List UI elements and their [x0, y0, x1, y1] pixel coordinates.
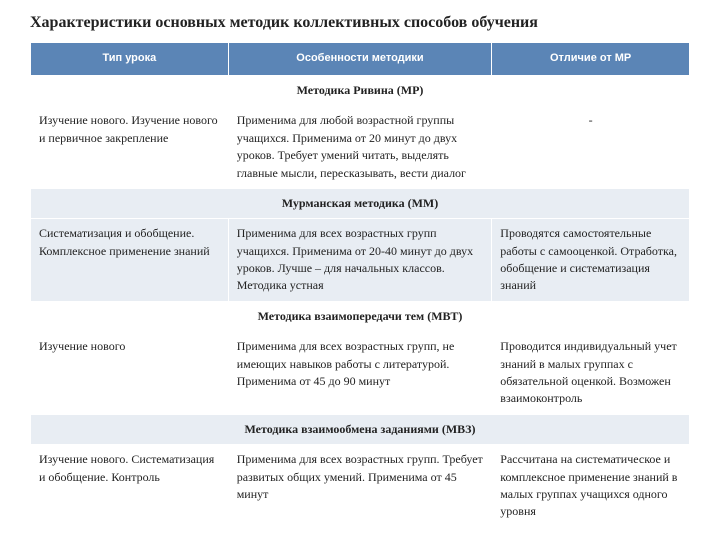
- table-row: Изучение новогоПрименима для всех возрас…: [31, 332, 690, 415]
- methods-table: Тип урока Особенности методики Отличие о…: [30, 42, 690, 528]
- section-title: Методика взаимопередачи тем (МВТ): [31, 301, 690, 331]
- table-row: Изучение нового. Систематизация и обобще…: [31, 445, 690, 528]
- section-title: Методика Ривина (МР): [31, 75, 690, 105]
- cell-c2: Применима для всех возрастных групп, не …: [228, 332, 492, 415]
- cell-c1: Систематизация и обобщение. Комплексное …: [31, 219, 229, 302]
- cell-c3: Рассчитана на систематическое и комплекс…: [492, 445, 690, 528]
- section-header: Мурманская методика (ММ): [31, 188, 690, 218]
- table-body: Методика Ривина (МР)Изучение нового. Изу…: [31, 75, 690, 527]
- section-header: Методика Ривина (МР): [31, 75, 690, 105]
- section-title: Мурманская методика (ММ): [31, 188, 690, 218]
- page-title: Характеристики основных методик коллекти…: [30, 14, 690, 32]
- col-header-difference: Отличие от МР: [492, 43, 690, 76]
- cell-c1: Изучение нового. Систематизация и обобще…: [31, 445, 229, 528]
- cell-c3: Проводится индивидуальный учет знаний в …: [492, 332, 690, 415]
- cell-c2: Применима для любой возрастной группы уч…: [228, 106, 492, 189]
- table-row: Изучение нового. Изучение нового и перви…: [31, 106, 690, 189]
- section-title: Методика взаимообмена заданиями (МВЗ): [31, 414, 690, 444]
- cell-c2: Применима для всех возрастных групп учащ…: [228, 219, 492, 302]
- section-header: Методика взаимообмена заданиями (МВЗ): [31, 414, 690, 444]
- col-header-type: Тип урока: [31, 43, 229, 76]
- section-header: Методика взаимопередачи тем (МВТ): [31, 301, 690, 331]
- cell-c2: Применима для всех возрастных групп. Тре…: [228, 445, 492, 528]
- cell-c3: -: [492, 106, 690, 189]
- table-row: Систематизация и обобщение. Комплексное …: [31, 219, 690, 302]
- cell-c1: Изучение нового. Изучение нового и перви…: [31, 106, 229, 189]
- col-header-features: Особенности методики: [228, 43, 492, 76]
- table-header-row: Тип урока Особенности методики Отличие о…: [31, 43, 690, 76]
- cell-c3: Проводятся самостоятельные работы с само…: [492, 219, 690, 302]
- cell-c1: Изучение нового: [31, 332, 229, 415]
